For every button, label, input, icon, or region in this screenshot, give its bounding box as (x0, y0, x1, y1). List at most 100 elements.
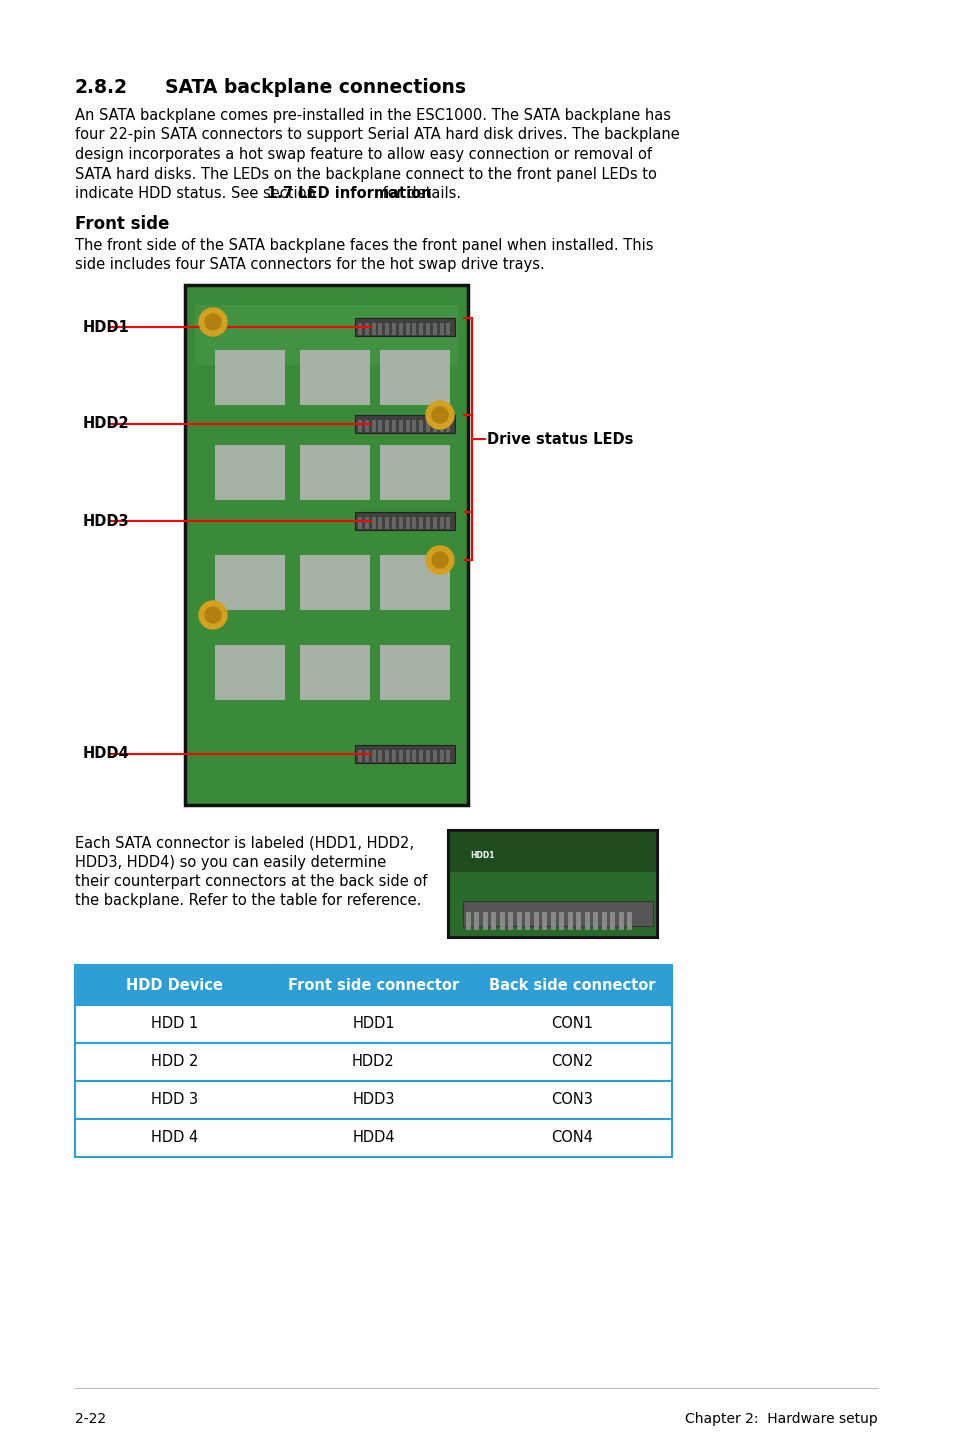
Bar (426, 518, 430, 529)
Bar (517, 912, 521, 930)
Bar (378, 420, 382, 431)
Bar (446, 751, 450, 762)
Bar (450, 833, 656, 871)
Circle shape (426, 401, 454, 429)
Bar (364, 324, 369, 335)
Bar (379, 444, 450, 500)
Bar (385, 751, 389, 762)
Bar (446, 324, 450, 335)
Bar (439, 751, 443, 762)
Bar (627, 912, 632, 930)
Bar (491, 912, 496, 930)
Bar (75, 1119, 671, 1158)
Text: CON2: CON2 (551, 1054, 593, 1070)
Bar (593, 912, 598, 930)
Bar (379, 555, 450, 610)
Bar (439, 324, 443, 335)
Text: HDD1: HDD1 (83, 319, 130, 335)
Bar (474, 912, 479, 930)
Bar (412, 420, 416, 431)
Text: indicate HDD status. See section: indicate HDD status. See section (75, 186, 320, 201)
Bar (450, 833, 656, 936)
Bar (214, 646, 285, 700)
Circle shape (205, 607, 221, 623)
Bar (194, 305, 457, 365)
Bar (525, 912, 530, 930)
Bar (355, 318, 455, 336)
Text: Each SATA connector is labeled (HDD1, HDD2,: Each SATA connector is labeled (HDD1, HD… (75, 835, 414, 850)
Bar (405, 751, 409, 762)
Text: HDD3, HDD4) so you can easily determine: HDD3, HDD4) so you can easily determine (75, 854, 386, 870)
Bar (558, 912, 564, 930)
Bar (75, 1005, 671, 1043)
Bar (385, 420, 389, 431)
Bar (433, 324, 436, 335)
Text: 2.8.2: 2.8.2 (75, 78, 128, 96)
Bar (584, 912, 589, 930)
Text: four 22-pin SATA connectors to support Serial ATA hard disk drives. The backplan: four 22-pin SATA connectors to support S… (75, 128, 679, 142)
Bar (542, 912, 547, 930)
Bar (418, 324, 423, 335)
Bar (299, 646, 370, 700)
Text: design incorporates a hot swap feature to allow easy connection or removal of: design incorporates a hot swap feature t… (75, 147, 651, 162)
Text: HDD 2: HDD 2 (151, 1054, 198, 1070)
Bar (75, 1043, 671, 1081)
Circle shape (199, 601, 227, 628)
Bar (378, 324, 382, 335)
Bar (392, 324, 395, 335)
Text: their counterpart connectors at the back side of: their counterpart connectors at the back… (75, 874, 427, 889)
Text: 2-22: 2-22 (75, 1412, 106, 1426)
Bar (499, 912, 504, 930)
Bar (378, 751, 382, 762)
Text: HDD 3: HDD 3 (151, 1093, 198, 1107)
Bar (392, 420, 395, 431)
Bar (357, 518, 361, 529)
Bar (372, 751, 375, 762)
Bar (433, 420, 436, 431)
Text: 1.7 LED information: 1.7 LED information (267, 186, 431, 201)
Text: HDD1: HDD1 (352, 1017, 395, 1031)
Bar (465, 912, 471, 930)
Circle shape (199, 308, 227, 336)
Bar (75, 965, 671, 1005)
Bar (364, 420, 369, 431)
Text: The front side of the SATA backplane faces the front panel when installed. This: The front side of the SATA backplane fac… (75, 239, 653, 253)
Bar (426, 751, 430, 762)
Bar (508, 912, 513, 930)
Bar (576, 912, 581, 930)
Bar (412, 324, 416, 335)
Circle shape (205, 313, 221, 329)
Bar (364, 751, 369, 762)
Text: HDD4: HDD4 (83, 746, 130, 762)
Text: HDD1: HDD1 (470, 850, 494, 860)
Bar (618, 912, 623, 930)
Text: HDD2: HDD2 (83, 417, 130, 431)
Text: Back side connector: Back side connector (489, 978, 655, 992)
Bar (446, 518, 450, 529)
Bar (299, 444, 370, 500)
Bar (299, 349, 370, 406)
Bar (433, 751, 436, 762)
Bar (601, 912, 606, 930)
Bar (357, 420, 361, 431)
Bar (426, 324, 430, 335)
Bar (448, 830, 658, 938)
Bar (185, 285, 468, 805)
Bar (412, 751, 416, 762)
Text: HDD 1: HDD 1 (151, 1017, 198, 1031)
Bar (355, 416, 455, 433)
Text: for details.: for details. (377, 186, 460, 201)
Bar (392, 751, 395, 762)
Bar (385, 324, 389, 335)
Bar (534, 912, 538, 930)
Bar (433, 518, 436, 529)
Bar (355, 512, 455, 531)
Bar (379, 349, 450, 406)
Text: HDD2: HDD2 (352, 1054, 395, 1070)
Bar (214, 444, 285, 500)
Bar (364, 518, 369, 529)
Text: Front side: Front side (75, 216, 170, 233)
Text: SATA backplane connections: SATA backplane connections (165, 78, 465, 96)
Bar (392, 518, 395, 529)
Text: CON4: CON4 (551, 1130, 593, 1146)
